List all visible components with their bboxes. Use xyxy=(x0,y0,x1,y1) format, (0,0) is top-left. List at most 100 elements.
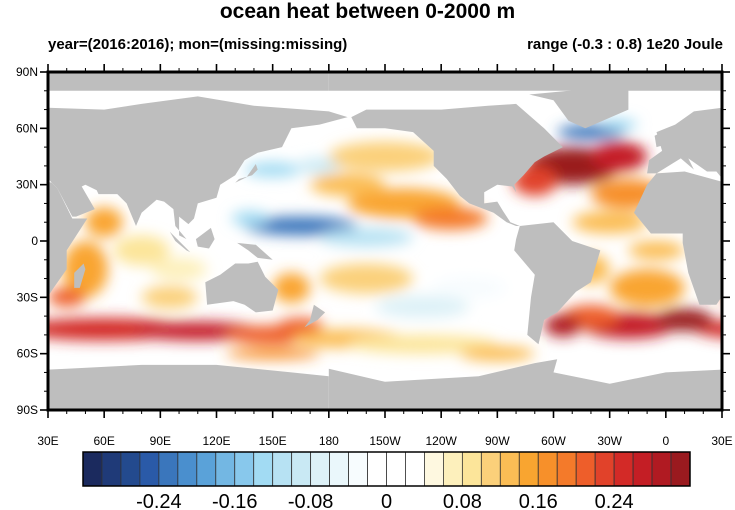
colorbar-box xyxy=(480,451,501,487)
land-arctic xyxy=(48,72,329,91)
colorbar-frame xyxy=(82,451,691,487)
heat-anomaly-region xyxy=(572,210,648,234)
colorbar-box xyxy=(613,451,634,487)
colorbar-box xyxy=(329,451,349,487)
heat-anomaly-region xyxy=(609,269,685,307)
lat-label: 90N xyxy=(16,65,38,79)
colorbar-box xyxy=(518,451,539,487)
colorbar-box xyxy=(651,451,672,487)
heat-anomaly-region xyxy=(0,309,39,332)
heat-anomaly-region xyxy=(0,241,11,260)
colorbar-box xyxy=(443,451,463,487)
heat-field xyxy=(0,118,722,362)
lon-label: 0 xyxy=(662,434,669,448)
land-nz xyxy=(304,304,326,328)
land-eurasia xyxy=(647,107,722,179)
heat-anomaly-region xyxy=(48,287,86,307)
land-sumatra xyxy=(169,231,191,253)
plot-title: ocean heat between 0-2000 m xyxy=(219,0,516,23)
heat-anomaly-region xyxy=(628,241,685,260)
lon-label: 30W xyxy=(597,434,622,448)
land-antarctica xyxy=(48,364,329,410)
colorbar-box xyxy=(139,451,160,487)
land-australia xyxy=(205,261,279,313)
colorbar-box xyxy=(594,451,615,487)
colorbar-box xyxy=(272,451,293,487)
colorbar-box xyxy=(424,451,444,487)
heat-anomaly-region xyxy=(328,141,442,172)
land-eurasia xyxy=(48,96,348,240)
subtitle-right: range (-0.3 : 0.8) 1e20 Joule xyxy=(527,36,723,53)
land-uk xyxy=(654,132,670,148)
lon-label: 120E xyxy=(202,434,230,448)
heat-anomaly-region xyxy=(656,308,713,332)
colorbar-box xyxy=(177,451,198,487)
heat-anomaly-region xyxy=(244,162,301,178)
heat-anomaly-region xyxy=(319,263,414,294)
lon-label: 30E xyxy=(711,434,732,448)
heat-anomaly-region xyxy=(0,269,11,307)
colorbar-box xyxy=(348,451,368,487)
heat-anomaly-region xyxy=(272,272,311,303)
colorbar-box xyxy=(120,451,141,487)
heat-anomaly-region xyxy=(310,173,385,196)
land-namerica xyxy=(351,103,563,226)
lon-axis-labels: 30E 60E 90E 120E 150E 180 150W 120W 90W 60W 30W 0 30… xyxy=(37,434,732,448)
colorbar-box xyxy=(234,451,255,487)
lon-label: 180 xyxy=(319,434,339,448)
colorbar-box xyxy=(461,451,482,487)
lat-label: 30S xyxy=(17,290,38,304)
heat-anomaly-region xyxy=(590,141,648,172)
colorbar-label: 0 xyxy=(381,491,392,510)
colorbar-box xyxy=(196,451,217,487)
heat-anomaly-region xyxy=(431,276,507,300)
lon-label: 30E xyxy=(37,434,58,448)
lat-label: 90S xyxy=(17,403,38,417)
colorbar-label: 0.08 xyxy=(443,491,482,510)
heat-anomaly-region xyxy=(244,216,357,236)
heat-anomaly-region xyxy=(459,346,535,362)
heat-anomaly-region xyxy=(413,207,488,230)
land-borneo xyxy=(195,227,215,249)
colorbar-box xyxy=(253,451,274,487)
lon-label: 90E xyxy=(150,434,171,448)
colorbar-labels: -0.24 -0.16 -0.08 0 0.08 0.16 0.24 xyxy=(136,491,634,510)
colorbar-label: -0.08 xyxy=(288,491,334,510)
colorbar-box xyxy=(499,451,520,487)
colorbar-box xyxy=(386,451,406,487)
lon-label: 150W xyxy=(369,434,401,448)
colorbar-box xyxy=(215,451,236,487)
heat-anomaly-region xyxy=(600,118,638,131)
land-japan xyxy=(235,164,258,183)
heat-anomaly-region xyxy=(375,295,470,318)
heat-anomaly-region xyxy=(141,286,198,309)
colorbar-label: 0.16 xyxy=(519,491,558,510)
lat-axis-labels: 90N 60N 30N 0 30S 60S 90S xyxy=(16,65,38,417)
land-arctic xyxy=(328,72,722,91)
heat-anomaly-region xyxy=(113,235,170,266)
land-greenland xyxy=(529,85,629,129)
land-newguinea xyxy=(237,242,273,260)
colorbar-box xyxy=(632,451,653,487)
colorbar-box xyxy=(405,451,425,487)
land-mask xyxy=(48,72,722,410)
colorbar-label: -0.24 xyxy=(136,491,182,510)
lon-label: 120W xyxy=(425,434,457,448)
subtitle-left: year=(2016:2016); mon=(missing:missing) xyxy=(48,36,348,53)
heat-anomaly-region xyxy=(225,348,320,360)
lon-label: 60E xyxy=(93,434,114,448)
colorbar-box xyxy=(82,451,103,487)
lat-label: 0 xyxy=(31,234,38,248)
colorbar-box xyxy=(158,451,179,487)
colorbar-box xyxy=(575,451,596,487)
lat-label: 60S xyxy=(17,347,38,361)
land-samerica xyxy=(514,222,601,345)
heat-anomaly-region xyxy=(150,257,208,281)
lon-label: 90W xyxy=(485,434,510,448)
colorbar xyxy=(82,451,691,487)
heat-anomaly-region xyxy=(0,312,1,338)
colorbar-label: 0.24 xyxy=(595,491,634,510)
axis-ticks xyxy=(40,64,730,418)
land-madagascar xyxy=(74,263,86,288)
